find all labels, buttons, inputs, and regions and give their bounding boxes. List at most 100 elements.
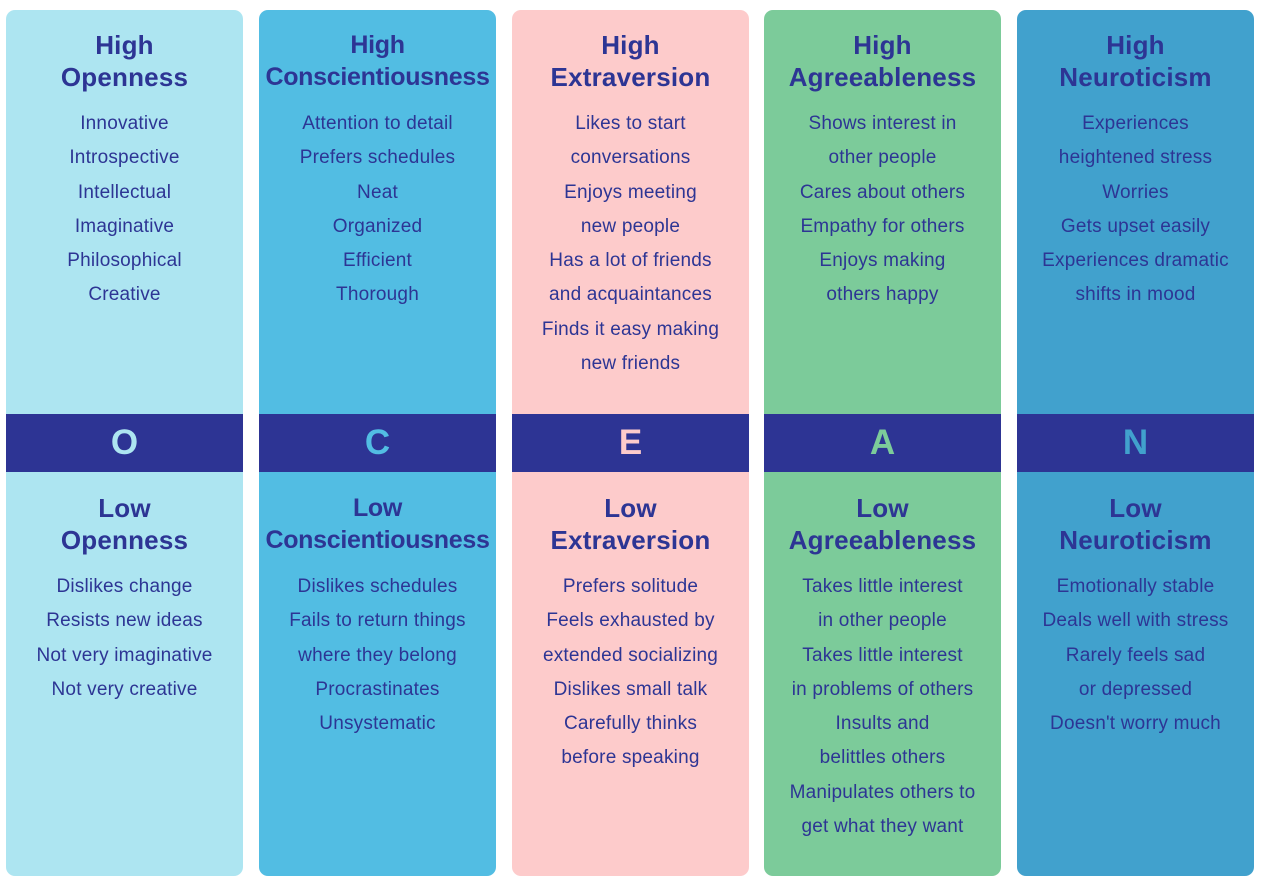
low-neuroticism-title: Low Neuroticism bbox=[1017, 492, 1254, 556]
trait-item: before speaking bbox=[561, 747, 700, 769]
trait-item: Dislikes change bbox=[56, 576, 193, 597]
title-level: Low bbox=[1109, 493, 1162, 523]
trait-item: others happy bbox=[826, 284, 939, 306]
trait-item: Has a lot of friends bbox=[549, 250, 712, 272]
trait-band-n: N bbox=[1017, 414, 1254, 472]
title-trait: Agreeableness bbox=[788, 62, 977, 92]
trait-item: Attention to detail bbox=[302, 113, 453, 134]
trait-item: get what they want bbox=[801, 816, 964, 838]
title-trait: Extraversion bbox=[550, 525, 711, 555]
trait-item: Empathy for others bbox=[800, 215, 965, 237]
low-extraversion-title: Low Extraversion bbox=[512, 492, 749, 556]
trait-item: Deals well with stress bbox=[1042, 610, 1229, 632]
high-neuroticism-section: High Neuroticism Experiences heightened s… bbox=[1017, 29, 1254, 313]
high-agreeableness-title: High Agreeableness bbox=[764, 29, 1001, 93]
trait-item: Cares about others bbox=[799, 181, 966, 203]
trait-item: where they belong bbox=[298, 644, 457, 666]
low-openness-list: Dislikes change Resists new ideas Not very… bbox=[6, 570, 243, 707]
low-openness-section: Low Openness Dislikes change Resists new … bbox=[6, 492, 243, 707]
title-trait: Openness bbox=[60, 525, 189, 555]
trait-item: Insults and bbox=[835, 713, 930, 735]
trait-item: Worries bbox=[1102, 181, 1169, 203]
trait-band-e: E bbox=[512, 414, 749, 472]
low-agreeableness-title: Low Agreeableness bbox=[764, 492, 1001, 556]
trait-item: Feels exhausted by bbox=[546, 610, 715, 632]
trait-column-openness: High Openness Innovative Introspective Int… bbox=[6, 10, 243, 876]
trait-item: new friends bbox=[580, 353, 681, 375]
title-trait: Conscientiousness bbox=[265, 63, 490, 91]
high-openness-title: High Openness bbox=[6, 29, 243, 93]
trait-column-agreeableness: High Agreeableness Shows interest in othe… bbox=[764, 10, 1001, 876]
trait-item: Prefers schedules bbox=[299, 147, 456, 169]
trait-item: Likes to start bbox=[575, 113, 686, 134]
trait-item: Rarely feels sad bbox=[1065, 644, 1206, 666]
trait-item: Imaginative bbox=[74, 215, 175, 237]
trait-item: Doesn't worry much bbox=[1050, 713, 1221, 735]
title-level: High bbox=[1106, 30, 1165, 60]
trait-item: Unsystematic bbox=[319, 713, 436, 735]
title-trait: Agreeableness bbox=[788, 525, 977, 555]
low-conscientiousness-list: Dislikes schedules Fails to return things… bbox=[259, 570, 496, 741]
trait-item: Philosophical bbox=[67, 250, 182, 272]
title-level: Low bbox=[98, 493, 151, 523]
trait-letter-e: E bbox=[618, 423, 643, 462]
title-level: High bbox=[95, 30, 154, 60]
trait-column-conscientiousness: High Conscientiousness Attention to deta… bbox=[259, 10, 496, 876]
low-neuroticism-list: Emotionally stable Deals well with stress… bbox=[1017, 570, 1254, 741]
low-extraversion-list: Prefers solitude Feels exhausted by extend… bbox=[512, 570, 749, 776]
high-agreeableness-section: High Agreeableness Shows interest in othe… bbox=[764, 29, 1001, 313]
title-trait: Neuroticism bbox=[1059, 62, 1212, 92]
high-conscientiousness-list: Attention to detail Prefers schedules Neat… bbox=[259, 107, 496, 313]
trait-item: Finds it easy making bbox=[541, 318, 720, 340]
trait-band-c: C bbox=[259, 414, 496, 472]
title-trait: Openness bbox=[60, 62, 189, 92]
low-neuroticism-section: Low Neuroticism Emotionally stable Deals … bbox=[1017, 492, 1254, 741]
title-trait: Neuroticism bbox=[1059, 525, 1212, 555]
trait-item: Procrastinates bbox=[315, 678, 440, 700]
title-trait: Conscientiousness bbox=[265, 526, 490, 554]
trait-item: Takes little interest bbox=[802, 644, 963, 666]
trait-item: extended socializing bbox=[542, 644, 719, 666]
trait-item: Takes little interest bbox=[802, 576, 963, 597]
trait-item: Manipulates others to bbox=[789, 781, 976, 803]
low-conscientiousness-section: Low Conscientiousness Dislikes schedules… bbox=[259, 492, 496, 741]
trait-item: Fails to return things bbox=[289, 610, 466, 632]
high-openness-section: High Openness Innovative Introspective Int… bbox=[6, 29, 243, 313]
title-level: Low bbox=[352, 494, 403, 522]
trait-item: Enjoys meeting bbox=[564, 181, 697, 203]
title-level: Low bbox=[856, 493, 909, 523]
trait-item: Enjoys making bbox=[819, 250, 946, 272]
trait-item: shifts in mood bbox=[1075, 284, 1196, 306]
high-agreeableness-list: Shows interest in other people Cares about… bbox=[764, 107, 1001, 313]
title-level: High bbox=[601, 30, 660, 60]
trait-item: in other people bbox=[818, 610, 947, 632]
trait-item: or depressed bbox=[1078, 678, 1193, 700]
high-conscientiousness-section: High Conscientiousness Attention to deta… bbox=[259, 29, 496, 313]
trait-item: Experiences bbox=[1082, 113, 1189, 134]
trait-item: Experiences dramatic bbox=[1042, 250, 1229, 272]
trait-item: Thorough bbox=[336, 284, 419, 306]
high-conscientiousness-title: High Conscientiousness bbox=[259, 29, 496, 93]
trait-item: Prefers solitude bbox=[562, 576, 699, 597]
trait-item: Organized bbox=[332, 215, 423, 237]
trait-item: conversations bbox=[570, 147, 691, 169]
low-openness-title: Low Openness bbox=[6, 492, 243, 556]
trait-item: in problems of others bbox=[791, 678, 974, 700]
trait-item: Intellectual bbox=[77, 181, 172, 203]
trait-item: Innovative bbox=[80, 113, 169, 134]
trait-item: Emotionally stable bbox=[1056, 576, 1215, 597]
trait-item: Not very imaginative bbox=[36, 644, 213, 666]
low-conscientiousness-title: Low Conscientiousness bbox=[259, 492, 496, 556]
trait-letter-a: A bbox=[869, 423, 896, 462]
trait-item: Introspective bbox=[69, 147, 180, 169]
high-openness-list: Innovative Introspective Intellectual Imagi… bbox=[6, 107, 243, 313]
trait-item: Creative bbox=[88, 284, 161, 306]
trait-letter-n: N bbox=[1122, 423, 1149, 462]
high-extraversion-title: High Extraversion bbox=[512, 29, 749, 93]
trait-item: Gets upset easily bbox=[1060, 215, 1211, 237]
trait-item: belittles others bbox=[819, 747, 946, 769]
high-neuroticism-title: High Neuroticism bbox=[1017, 29, 1254, 93]
title-trait: Extraversion bbox=[550, 62, 711, 92]
trait-column-extraversion: High Extraversion Likes to start conversa… bbox=[512, 10, 749, 876]
trait-item: Dislikes small talk bbox=[553, 678, 708, 700]
